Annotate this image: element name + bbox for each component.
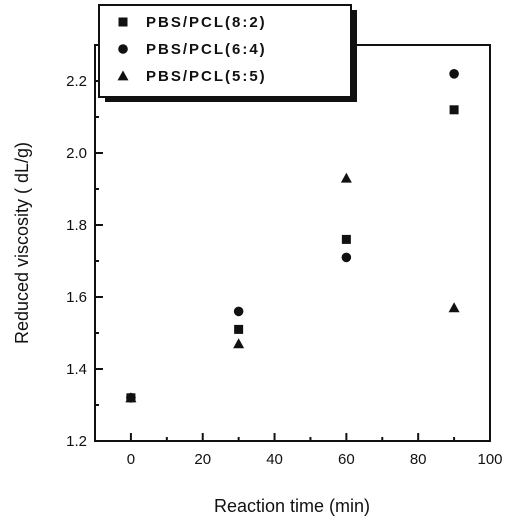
legend-items: PBS/PCL(8:2) PBS/PCL(6:4) PBS/PCL(5:5)	[117, 14, 267, 85]
point-triangle	[125, 392, 137, 403]
x-axis-ticks: 0 20 40 60 80 100	[94, 433, 503, 468]
point-triangle	[340, 172, 352, 183]
x-tick-label: 0	[127, 451, 135, 468]
legend-marker-circle	[118, 44, 128, 54]
y-tick-label: 1.2	[66, 433, 87, 450]
y-tick-label: 2.0	[66, 145, 87, 162]
point-circle	[233, 306, 244, 317]
y-tick-label: 1.6	[66, 289, 87, 306]
legend-label: PBS/PCL(6:4)	[146, 41, 267, 58]
legend-marker-triangle	[117, 70, 129, 81]
x-tick-label: 20	[194, 451, 211, 468]
point-square	[341, 234, 351, 244]
legend-label: PBS/PCL(8:2)	[146, 14, 267, 31]
y-tick-label: 1.4	[66, 361, 87, 378]
legend: PBS/PCL(8:2) PBS/PCL(6:4) PBS/PCL(5:5)	[98, 4, 357, 102]
legend-box	[98, 4, 352, 98]
point-square	[234, 324, 244, 334]
y-axis-ticks: 1.2 1.4 1.6 1.8 2.0 2.2	[66, 73, 103, 450]
point-circle	[341, 252, 352, 263]
data-points	[125, 69, 460, 403]
point-circle	[449, 69, 459, 79]
x-tick-label: 60	[338, 451, 355, 468]
x-axis-label: Reaction time (min)	[214, 496, 370, 516]
legend-label: PBS/PCL(5:5)	[146, 68, 267, 85]
y-axis-label: Reduced viscosity ( dL/g)	[12, 142, 32, 344]
point-triangle	[448, 302, 460, 313]
point-triangle	[233, 338, 245, 349]
x-tick-label: 40	[266, 451, 283, 468]
x-tick-label: 80	[410, 451, 427, 468]
y-tick-label: 1.8	[66, 217, 87, 234]
y-tick-label: 2.2	[66, 73, 87, 90]
x-tick-label: 100	[477, 451, 502, 468]
legend-marker-square	[118, 17, 128, 27]
plot-frame	[94, 44, 491, 442]
point-square	[449, 105, 459, 115]
